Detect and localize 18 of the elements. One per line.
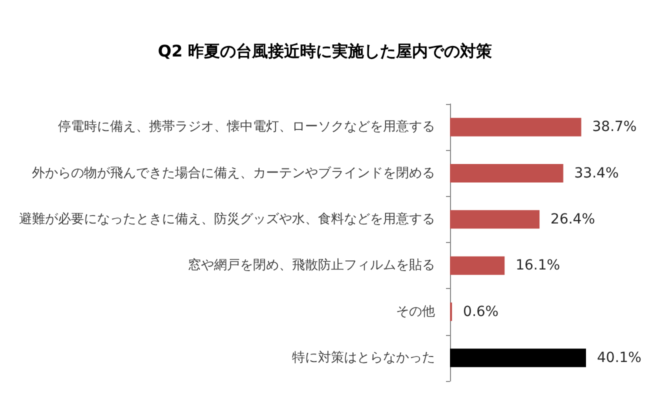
bar	[450, 210, 540, 229]
data-label: 38.7%	[592, 119, 637, 136]
y-tick-label: 外からの物が飛んできた場合に備え、カーテンやブラインドを閉める	[32, 166, 435, 181]
chart-title: Q2 昨夏の台風接近時に実施した屋内での対策	[158, 42, 492, 60]
data-label: 26.4%	[550, 211, 596, 228]
data-label: 0.6%	[463, 304, 499, 320]
bar	[450, 118, 582, 136]
data-label: 33.4%	[574, 165, 619, 182]
bar	[450, 256, 505, 275]
data-label: 40.1%	[597, 350, 642, 366]
y-tick-label: 停電時に備え、携帯ラジオ、懐中電灯、ローソクなどを用意する	[58, 120, 435, 135]
bar	[450, 164, 564, 182]
y-tick-label: 窓や網戸を閉め、飛散防止フィルムを貼る	[188, 257, 435, 274]
y-tick-label: その他	[396, 304, 435, 320]
data-label: 16.1%	[516, 258, 560, 274]
bar	[450, 348, 586, 368]
y-tick-label: 特に対策はとらなかった	[292, 349, 435, 366]
y-tick-label: 避難が必要になったときに備え、防災グッズや水、食料などを用意する	[19, 212, 435, 227]
